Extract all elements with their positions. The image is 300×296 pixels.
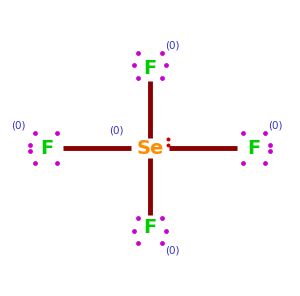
Point [165,143,170,147]
Text: (0): (0) [268,121,283,131]
Point [136,215,141,220]
Point [32,131,37,136]
Point [136,51,141,56]
Point [32,160,37,165]
Point [136,240,141,245]
Point [54,160,59,165]
Point [54,131,59,136]
Point [268,149,272,153]
Point [28,149,32,153]
Point [159,215,164,220]
Text: (0): (0) [11,121,26,131]
Point [159,51,164,56]
Text: Se: Se [136,139,164,157]
Text: F: F [40,139,53,157]
Point [164,229,169,233]
Point [131,229,136,233]
Point [263,160,268,165]
Point [159,240,164,245]
Text: F: F [143,59,157,78]
Point [165,137,170,141]
Point [241,131,246,136]
Point [241,160,246,165]
Point [268,143,272,147]
Point [136,76,141,81]
Point [263,131,268,136]
Text: (0): (0) [109,125,123,135]
Text: F: F [247,139,260,157]
Text: F: F [143,218,157,237]
Point [159,76,164,81]
Point [164,63,169,67]
Text: (0): (0) [165,245,179,255]
Point [131,63,136,67]
Point [28,143,32,147]
Text: (0): (0) [165,41,179,51]
